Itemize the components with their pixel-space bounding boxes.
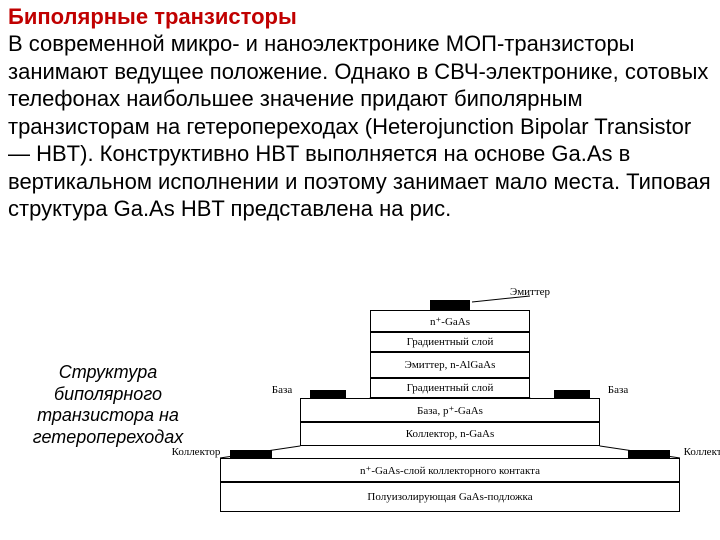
layer-subcoll: n⁺-GaAs-слой коллекторного контакта xyxy=(220,458,680,482)
contact-base_c_r xyxy=(554,390,590,398)
contact-emitter_c xyxy=(430,300,470,310)
body-paragraph: В современной микро- и наноэлектронике М… xyxy=(0,30,720,227)
terminal-label-base_left: База xyxy=(262,384,302,396)
layer-cap: n⁺-GaAs xyxy=(370,310,530,332)
contact-base_c_l xyxy=(310,390,346,398)
layer-coll: Коллектор, n-GaAs xyxy=(300,422,600,446)
layer-grad2: Градиентный слой xyxy=(370,378,530,398)
caption-line: транзистора на xyxy=(37,405,179,425)
terminal-label-emitter_top: Эмиттер xyxy=(490,286,570,298)
terminal-label-collector_right: Коллектор xyxy=(674,446,720,458)
layer-substrate: Полуизолирующая GaAs-подложка xyxy=(220,482,680,512)
layer-base: База, p⁺-GaAs xyxy=(300,398,600,422)
layer-emitter: Эмиттер, n-AlGaAs xyxy=(370,352,530,378)
terminal-label-collector_left: Коллектор xyxy=(162,446,230,458)
caption-line: гетеропереходах xyxy=(33,427,183,447)
contact-collector_c_l xyxy=(230,450,272,458)
hbt-diagram: n⁺-GaAsГрадиентный слойЭмиттер, n-AlGaAs… xyxy=(190,290,710,530)
contact-collector_c_r xyxy=(628,450,670,458)
caption-line: Структура xyxy=(59,362,158,382)
figure-caption: Структура биполярного транзистора на гет… xyxy=(28,362,188,448)
layer-grad1: Градиентный слой xyxy=(370,332,530,352)
caption-line: биполярного xyxy=(54,384,162,404)
page-title: Биполярные транзисторы xyxy=(0,0,720,30)
terminal-label-base_right: База xyxy=(598,384,638,396)
